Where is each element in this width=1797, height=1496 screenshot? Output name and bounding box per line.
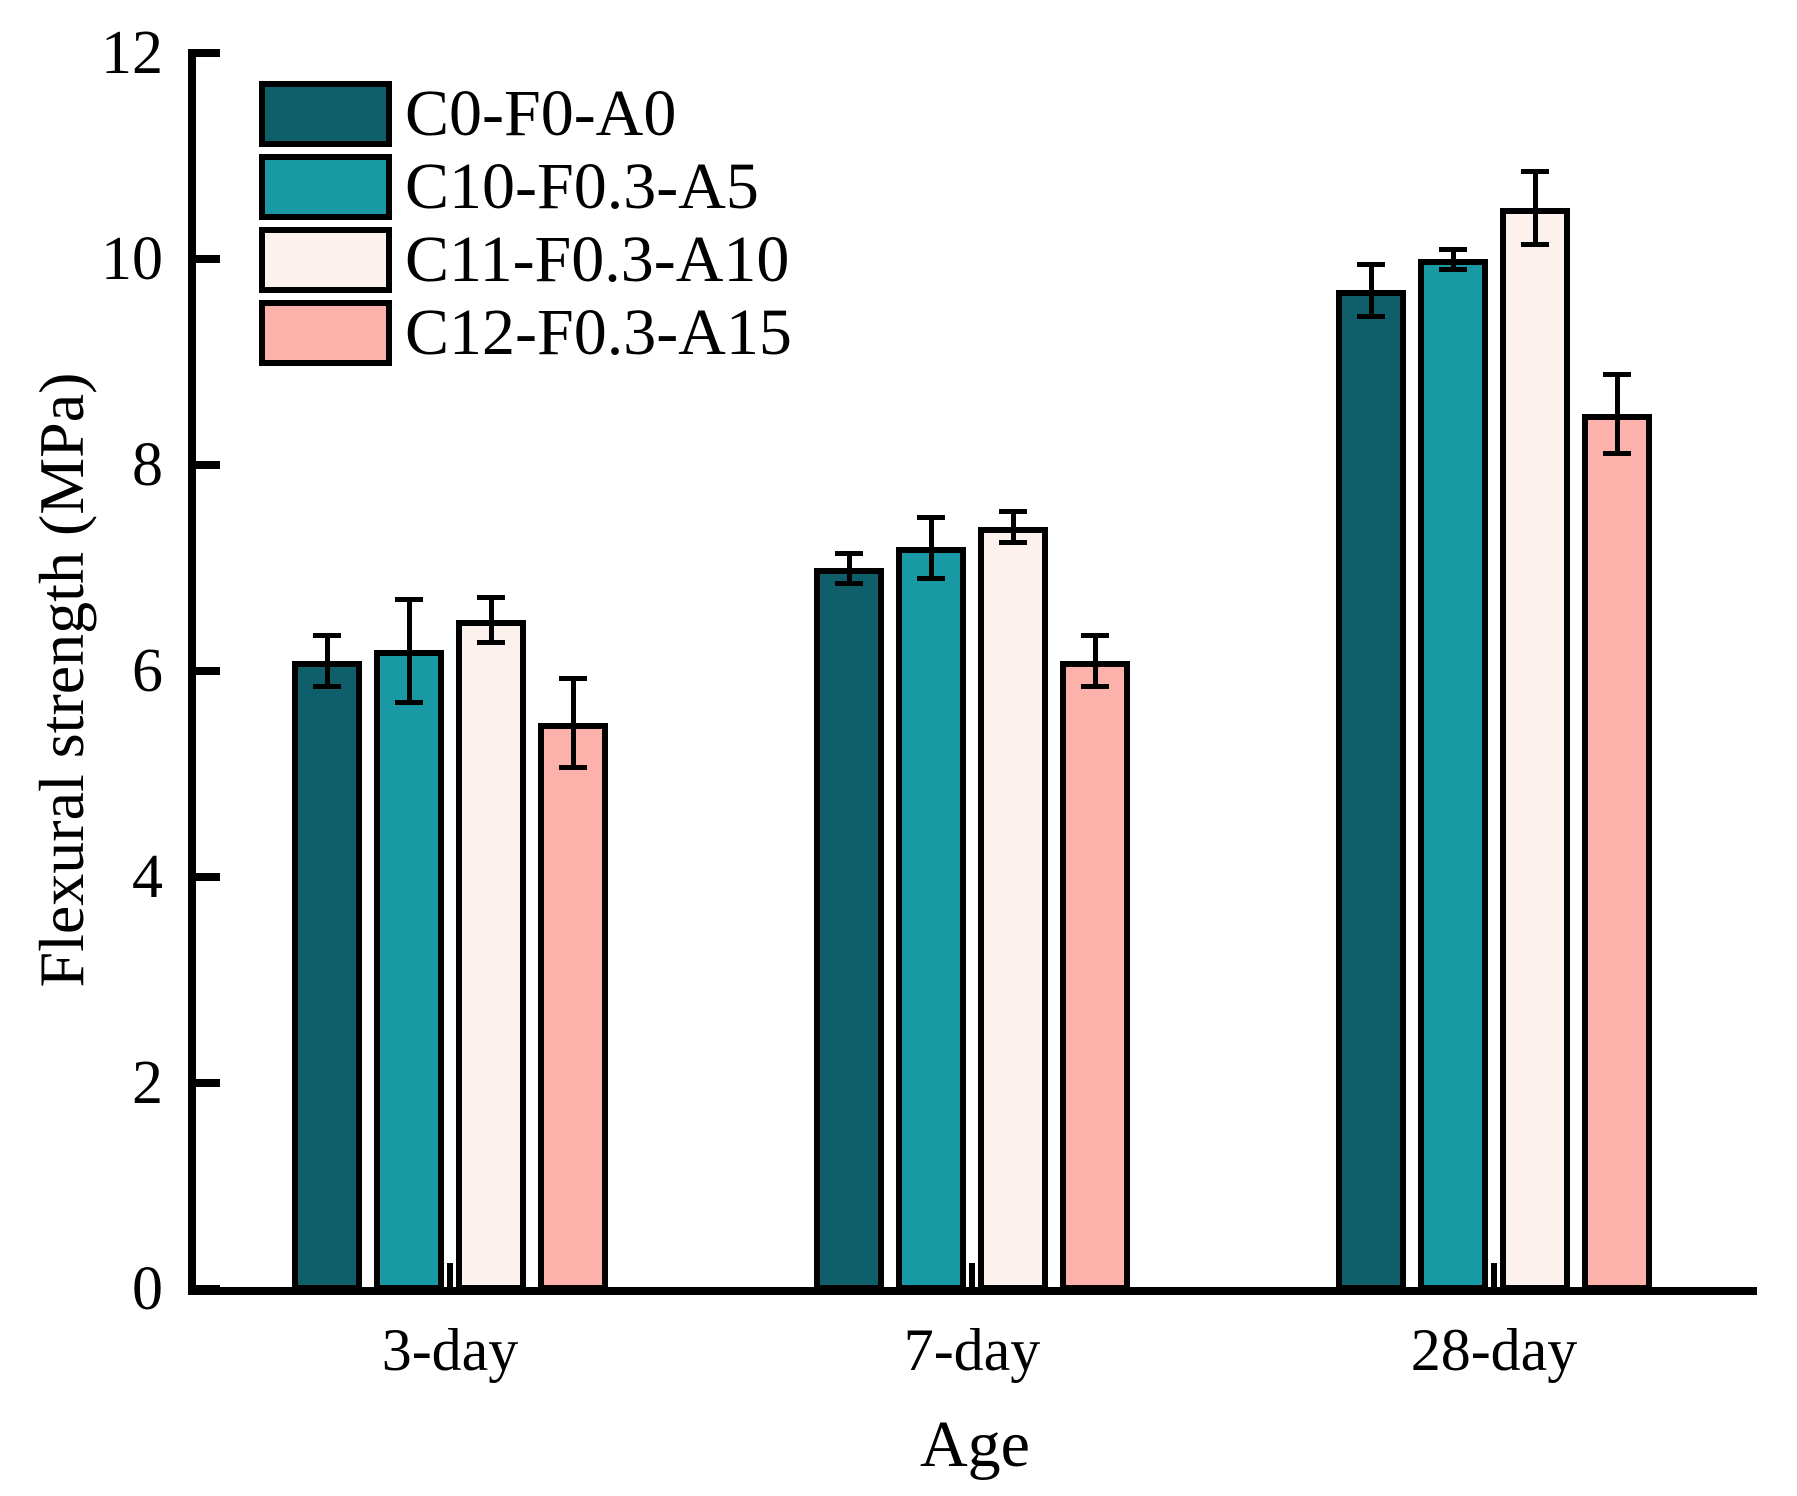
bar (896, 547, 966, 1291)
y-tick (196, 1079, 220, 1087)
y-tick (196, 461, 220, 469)
error-bar-cap-bottom (1081, 684, 1109, 689)
legend-swatch (259, 227, 392, 293)
error-bar-stem (1533, 171, 1538, 244)
bar (1060, 661, 1130, 1291)
error-bar-stem (847, 553, 852, 583)
error-bar-cap-top (1081, 633, 1109, 638)
legend-label: C11-F0.3-A10 (405, 223, 790, 296)
x-tick-label: 28-day (1410, 1317, 1578, 1383)
bar (1418, 259, 1488, 1291)
error-bar-stem (1369, 264, 1374, 316)
bar (456, 620, 526, 1291)
bar (978, 527, 1048, 1291)
error-bar-stem (1615, 374, 1620, 453)
x-tick-label: 7-day (903, 1317, 1041, 1383)
y-tick-label: 0 (132, 1255, 163, 1323)
bar (538, 723, 608, 1291)
bar (814, 568, 884, 1291)
error-bar-cap-bottom (559, 765, 587, 770)
error-bar-stem (325, 635, 330, 686)
error-bar-stem (489, 597, 494, 642)
y-tick-label: 8 (132, 431, 163, 499)
legend-label: C0-F0-A0 (405, 77, 677, 150)
error-bar-cap-bottom (999, 540, 1027, 545)
x-axis-line (188, 1287, 1757, 1295)
bar (292, 661, 362, 1291)
error-bar-cap-bottom (1357, 314, 1385, 319)
legend-label: C10-F0.3-A5 (405, 150, 759, 223)
y-tick (196, 873, 220, 881)
error-bar-cap-bottom (395, 700, 423, 705)
error-bar-cap-top (835, 551, 863, 556)
error-bar-cap-top (917, 515, 945, 520)
legend-swatch (259, 300, 392, 366)
bar (1582, 414, 1652, 1291)
error-bar-cap-bottom (313, 684, 341, 689)
error-bar-stem (1451, 249, 1456, 269)
x-axis-title: Age (920, 1408, 1030, 1481)
error-bar-cap-bottom (835, 581, 863, 586)
y-tick-label: 12 (101, 19, 163, 87)
error-bar-cap-top (1521, 169, 1549, 174)
error-bar-stem (1011, 511, 1016, 542)
error-bar-stem (1093, 635, 1098, 686)
y-tick-label: 4 (132, 843, 163, 911)
y-tick-label: 2 (132, 1049, 163, 1117)
error-bar-cap-bottom (1521, 242, 1549, 247)
error-bar-cap-top (1357, 262, 1385, 267)
x-tick (447, 1263, 453, 1287)
error-bar-stem (407, 599, 412, 702)
bar (374, 650, 444, 1291)
bar (1500, 208, 1570, 1291)
y-tick (196, 255, 220, 263)
error-bar-stem (571, 678, 576, 767)
error-bar-cap-top (1603, 372, 1631, 377)
legend-label: C12-F0.3-A15 (405, 296, 792, 369)
bar (1336, 290, 1406, 1291)
y-tick (196, 667, 220, 675)
x-tick (969, 1263, 975, 1287)
x-tick (1491, 1263, 1497, 1287)
y-axis-title: Flexural strength (MPa) (26, 372, 97, 988)
y-tick (196, 49, 220, 57)
error-bar-cap-bottom (1439, 267, 1467, 272)
x-tick-label: 3-day (381, 1317, 519, 1383)
y-tick-label: 10 (101, 225, 163, 293)
y-tick (196, 1285, 220, 1293)
error-bar-stem (929, 517, 934, 578)
error-bar-cap-top (1439, 247, 1467, 252)
error-bar-cap-top (999, 509, 1027, 514)
y-tick-label: 6 (132, 637, 163, 705)
error-bar-cap-top (313, 633, 341, 638)
error-bar-cap-top (559, 676, 587, 681)
y-axis-line (188, 49, 196, 1295)
error-bar-cap-bottom (917, 576, 945, 581)
error-bar-cap-top (395, 597, 423, 602)
legend-swatch (259, 154, 392, 220)
error-bar-cap-bottom (1603, 451, 1631, 456)
error-bar-cap-bottom (477, 640, 505, 645)
error-bar-cap-top (477, 595, 505, 600)
legend-swatch (259, 81, 392, 147)
